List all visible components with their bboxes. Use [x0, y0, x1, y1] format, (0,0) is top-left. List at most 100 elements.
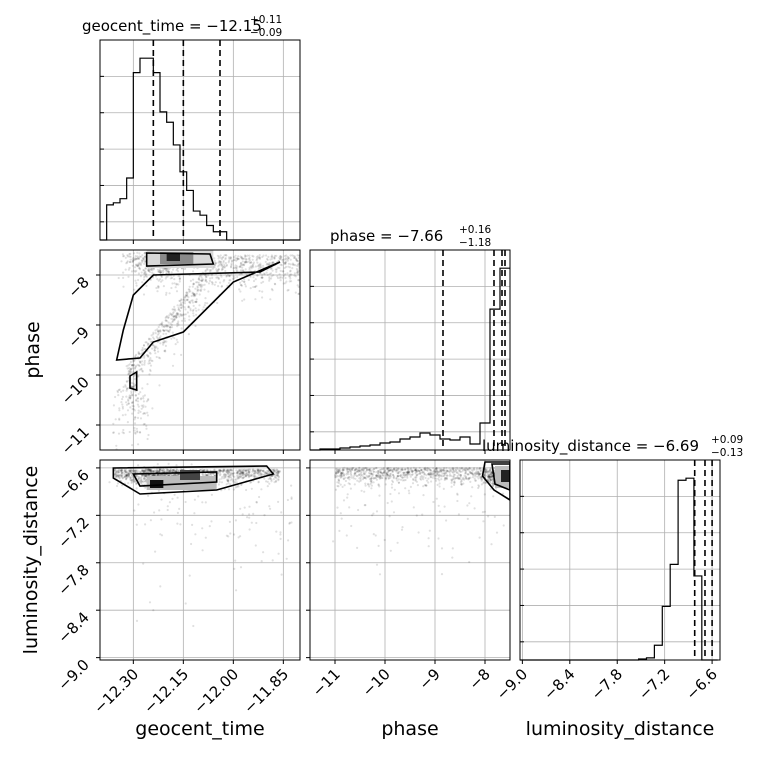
sample-point — [119, 474, 123, 477]
sample-point — [128, 260, 131, 264]
sample-point — [272, 471, 276, 474]
sample-point — [147, 268, 150, 271]
sample-point — [334, 467, 338, 470]
sample-point — [405, 471, 408, 474]
sample-point — [132, 405, 135, 408]
sample-point — [428, 471, 431, 474]
sample-point — [388, 515, 391, 518]
sample-point — [128, 475, 131, 478]
sample-point — [185, 291, 188, 294]
sample-point — [145, 284, 148, 287]
sample-point — [487, 476, 490, 479]
sample-point — [218, 255, 221, 258]
sample-point — [294, 291, 297, 294]
sample-point — [190, 299, 193, 302]
sample-point — [134, 394, 137, 397]
y-tick-label: −6.6 — [54, 466, 92, 504]
sample-point — [488, 475, 491, 478]
sample-point — [185, 295, 188, 298]
sample-point — [277, 471, 280, 475]
sample-point — [435, 472, 439, 476]
sample-point — [243, 468, 246, 471]
sample-point — [377, 472, 380, 475]
sample-point — [163, 341, 166, 344]
sample-point — [229, 469, 232, 472]
sample-point — [464, 469, 467, 472]
sample-point — [392, 473, 395, 476]
sample-point — [451, 470, 454, 474]
sample-point — [346, 476, 349, 479]
sample-point — [167, 329, 170, 332]
title-luminosity-distance-plus: +0.09 — [711, 434, 743, 446]
sample-point — [184, 500, 187, 504]
sample-point — [490, 543, 493, 546]
sample-point — [407, 472, 411, 475]
sample-point — [415, 473, 418, 477]
sample-point — [155, 469, 158, 472]
sample-point — [510, 474, 512, 476]
sample-point — [170, 313, 173, 316]
sample-point — [267, 263, 270, 266]
sample-point — [336, 471, 339, 474]
sample-point — [286, 259, 289, 262]
sample-point — [157, 330, 160, 333]
sample-point — [164, 349, 167, 352]
sample-point — [264, 471, 267, 474]
sample-point — [155, 469, 158, 472]
sample-point — [391, 468, 394, 471]
sample-point — [221, 268, 224, 271]
sample-point — [168, 267, 171, 271]
sample-point — [195, 298, 198, 301]
sample-point — [205, 473, 208, 477]
sample-point — [139, 391, 142, 394]
sample-point — [169, 312, 172, 315]
sample-point — [358, 469, 361, 472]
sample-point — [395, 477, 398, 480]
sample-point — [477, 473, 480, 476]
x-tick-label: −10 — [359, 665, 394, 700]
sample-point — [419, 472, 422, 475]
sample-point — [136, 431, 139, 434]
sample-point — [482, 520, 485, 523]
sample-point — [143, 359, 146, 362]
sample-point — [231, 469, 234, 472]
sample-point — [274, 473, 277, 476]
sample-point — [451, 467, 454, 470]
sample-point — [346, 496, 349, 499]
sample-point — [148, 338, 151, 341]
ylabel-luminosity-distance: luminosity_distance — [20, 466, 42, 655]
sample-point — [372, 468, 375, 471]
sample-point — [430, 469, 433, 472]
sample-point — [511, 474, 513, 476]
sample-point — [143, 477, 146, 480]
sample-point — [142, 469, 145, 472]
sample-point — [202, 469, 205, 472]
sample-point — [236, 470, 240, 474]
sample-point — [126, 388, 129, 391]
sample-point — [137, 477, 141, 480]
sample-point — [422, 485, 425, 488]
sample-point — [119, 469, 122, 472]
sample-point — [272, 261, 275, 264]
sample-point — [138, 255, 141, 258]
sample-point — [192, 293, 196, 296]
sample-point — [254, 474, 257, 477]
sample-point — [411, 469, 414, 472]
sample-point — [251, 254, 254, 257]
sample-point — [296, 269, 299, 272]
sample-point — [389, 473, 392, 476]
sample-point — [397, 474, 400, 478]
sample-point — [129, 368, 132, 371]
sample-point — [251, 468, 255, 471]
sample-point — [244, 255, 247, 258]
sample-point — [241, 471, 244, 474]
sample-point — [277, 500, 280, 503]
sample-point — [138, 364, 141, 368]
sample-point — [370, 476, 373, 479]
sample-point — [191, 285, 194, 288]
sample-point — [256, 274, 259, 277]
sample-point — [376, 475, 379, 478]
sample-point — [118, 477, 121, 480]
sample-point — [265, 471, 268, 474]
sample-point — [133, 288, 136, 291]
